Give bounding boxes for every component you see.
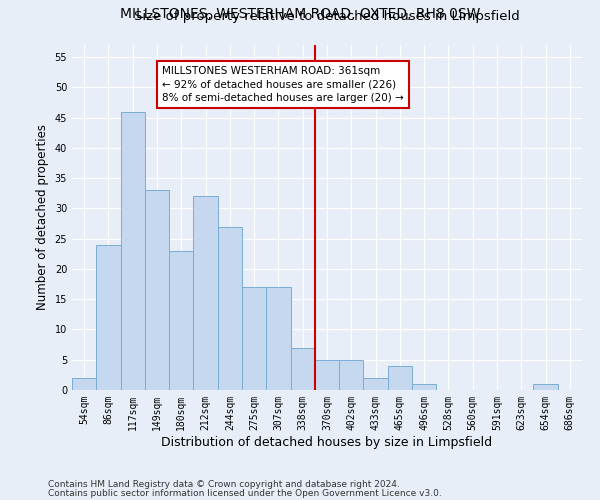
Bar <box>412 384 436 390</box>
Bar <box>72 378 96 390</box>
Bar <box>218 226 242 390</box>
Bar <box>290 348 315 390</box>
Bar <box>339 360 364 390</box>
X-axis label: Distribution of detached houses by size in Limpsfield: Distribution of detached houses by size … <box>161 436 493 448</box>
Bar <box>169 251 193 390</box>
Bar <box>145 190 169 390</box>
Title: Size of property relative to detached houses in Limpsfield: Size of property relative to detached ho… <box>134 10 520 23</box>
Text: Contains HM Land Registry data © Crown copyright and database right 2024.: Contains HM Land Registry data © Crown c… <box>48 480 400 489</box>
Y-axis label: Number of detached properties: Number of detached properties <box>36 124 49 310</box>
Bar <box>121 112 145 390</box>
Bar <box>242 287 266 390</box>
Text: Contains public sector information licensed under the Open Government Licence v3: Contains public sector information licen… <box>48 488 442 498</box>
Bar <box>533 384 558 390</box>
Text: MILLSTONES, WESTERHAM ROAD, OXTED, RH8 0SW: MILLSTONES, WESTERHAM ROAD, OXTED, RH8 0… <box>120 8 480 22</box>
Bar <box>388 366 412 390</box>
Bar <box>315 360 339 390</box>
Bar <box>266 287 290 390</box>
Text: MILLSTONES WESTERHAM ROAD: 361sqm
← 92% of detached houses are smaller (226)
8% : MILLSTONES WESTERHAM ROAD: 361sqm ← 92% … <box>162 66 404 102</box>
Bar <box>193 196 218 390</box>
Bar <box>364 378 388 390</box>
Bar <box>96 244 121 390</box>
